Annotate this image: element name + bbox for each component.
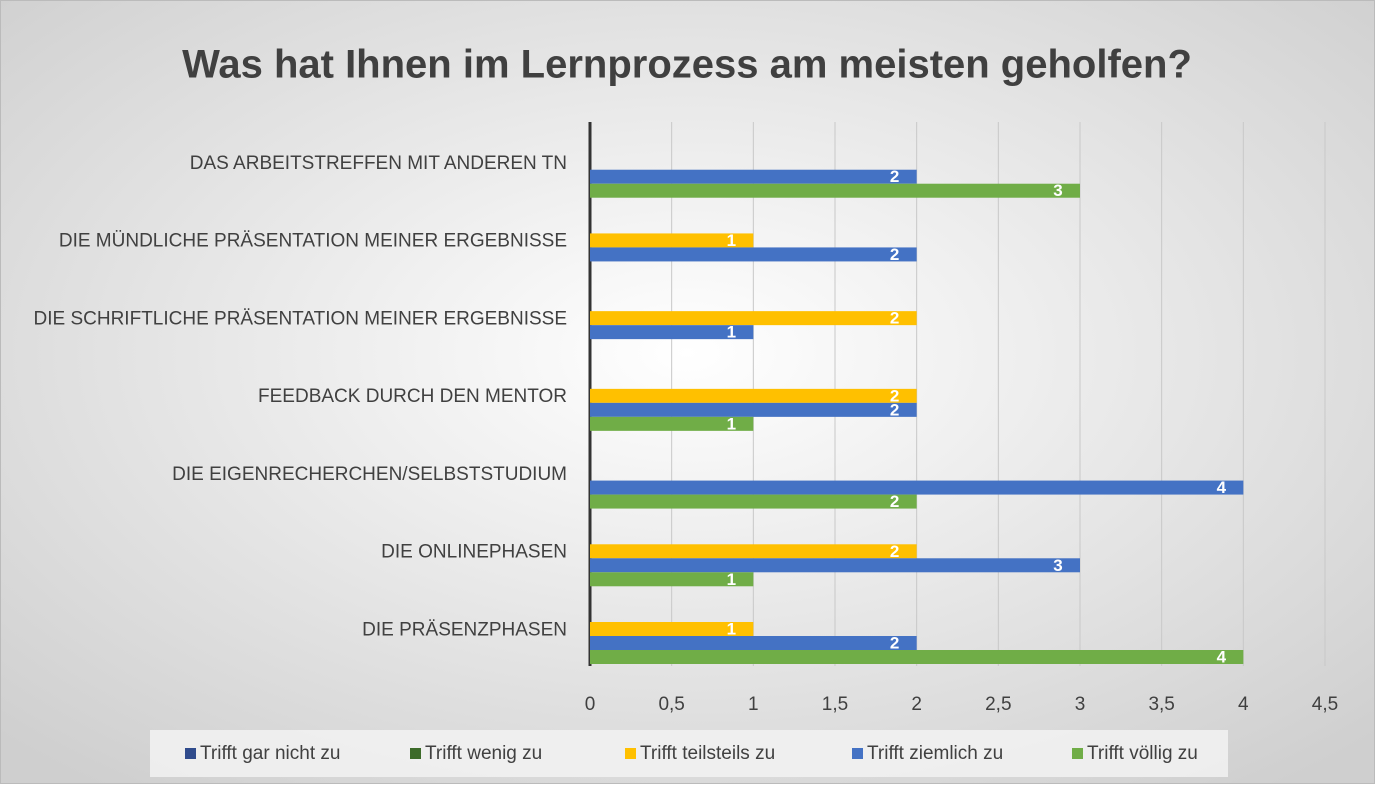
legend-label: Trifft wenig zu [425, 743, 542, 764]
y-tick-label: DIE MÜNDLICHE PRÄSENTATION MEINER ERGEBN… [59, 231, 567, 252]
x-tick-label: 0 [585, 694, 596, 715]
data-label: 1 [727, 414, 736, 433]
data-label: 2 [890, 245, 899, 264]
bar [590, 247, 917, 262]
x-tick-label: 4 [1238, 694, 1249, 715]
data-label: 1 [727, 231, 736, 250]
bar [590, 388, 917, 403]
bar [590, 558, 1080, 573]
data-label: 2 [890, 167, 899, 186]
x-tick-label: 2 [911, 694, 922, 715]
data-label: 2 [890, 309, 899, 328]
bar [590, 169, 917, 184]
bar [590, 416, 754, 431]
data-label: 1 [727, 323, 736, 342]
bar [590, 183, 1080, 198]
data-label: 2 [890, 633, 899, 652]
x-tick-label: 0,5 [658, 694, 684, 715]
bar [590, 622, 754, 636]
data-label: 3 [1053, 556, 1062, 575]
y-tick-label: DIE SCHRIFTLICHE PRÄSENTATION MEINER ERG… [34, 308, 567, 329]
x-tick-label: 3,5 [1148, 694, 1174, 715]
bar [590, 325, 754, 340]
bar [590, 480, 1244, 495]
legend-label: Trifft gar nicht zu [200, 743, 340, 764]
x-tick-label: 2,5 [985, 694, 1011, 715]
legend-swatch [625, 748, 636, 759]
legend-label: Trifft völlig zu [1087, 743, 1198, 764]
legend-swatch [852, 748, 863, 759]
bar [590, 311, 917, 326]
chart-title: Was hat Ihnen im Lernprozess am meisten … [182, 43, 1192, 87]
data-label: 4 [1217, 478, 1227, 497]
bar [590, 650, 1244, 664]
legend-swatch [410, 748, 421, 759]
y-tick-label: DIE EIGENRECHERCHEN/SELBSTSTUDIUM [172, 464, 567, 485]
data-label: 3 [1053, 181, 1062, 200]
y-tick-label: DIE ONLINEPHASEN [381, 542, 567, 563]
bar [590, 544, 917, 559]
legend-label: Trifft ziemlich zu [867, 743, 1003, 764]
data-label: 2 [890, 492, 899, 511]
legend-swatch [1072, 748, 1083, 759]
data-label: 1 [727, 619, 736, 638]
bar [590, 233, 754, 248]
x-tick-label: 3 [1075, 694, 1086, 715]
legend-label: Trifft teilsteils zu [640, 743, 775, 764]
data-label: 2 [890, 400, 899, 419]
x-tick-label: 1,5 [822, 694, 848, 715]
data-label: 2 [890, 386, 899, 405]
legend-swatch [185, 748, 196, 759]
y-tick-label: DAS ARBEITSTREFFEN MIT ANDEREN TN [190, 153, 567, 174]
data-label: 4 [1217, 647, 1227, 666]
data-label: 1 [727, 570, 736, 589]
bar [590, 636, 917, 650]
y-tick-label: DIE PRÄSENZPHASEN [362, 619, 567, 640]
bar [590, 494, 917, 509]
x-tick-label: 4,5 [1312, 694, 1338, 715]
legend-box [150, 730, 1228, 777]
bar [590, 402, 917, 417]
y-tick-label: FEEDBACK DURCH DEN MENTOR [258, 386, 567, 407]
x-tick-label: 1 [748, 694, 759, 715]
data-label: 2 [890, 542, 899, 561]
bar [590, 572, 754, 587]
